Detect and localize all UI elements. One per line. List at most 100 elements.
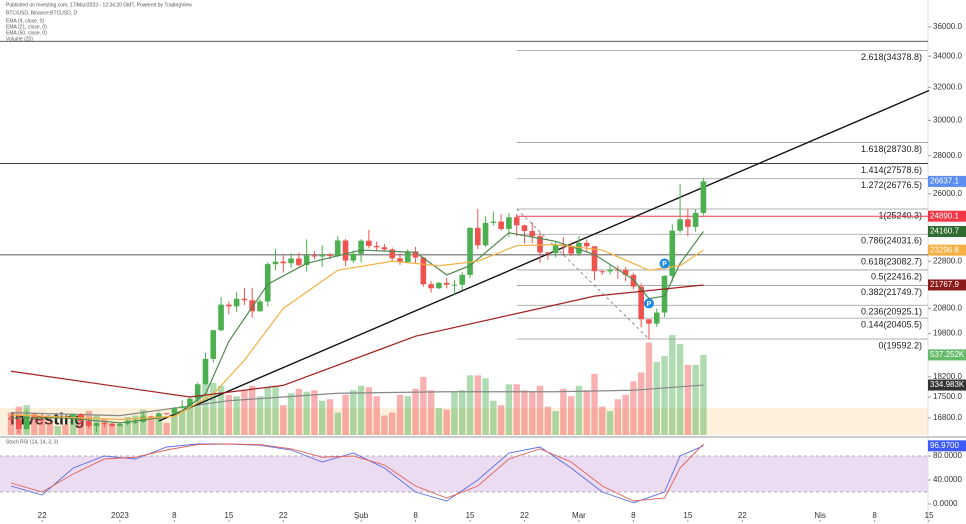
event-marker-label: P <box>647 301 652 308</box>
volume-bar <box>544 406 552 435</box>
volume-bar <box>692 364 699 435</box>
x-tick-label: 2023 <box>111 511 129 520</box>
y-tick-label: 28000.0 <box>933 151 962 160</box>
candle-body <box>23 414 30 430</box>
volume-bar <box>396 394 404 435</box>
volume-bar <box>77 414 85 435</box>
volume-bar <box>256 396 264 435</box>
volume-bar <box>373 396 380 435</box>
candle-body <box>288 258 294 264</box>
volume-bar <box>295 388 303 435</box>
volume-bar <box>684 364 692 435</box>
volume-bar <box>171 414 178 435</box>
volume-bar <box>700 354 707 435</box>
candle-body <box>366 240 372 246</box>
fib-label: 0.144(20405.5) <box>861 320 922 330</box>
fib-anchor-line <box>516 208 650 340</box>
y-tick-label: 20800.0 <box>933 303 962 312</box>
volume-bar <box>583 390 590 435</box>
price-badge <box>928 225 966 237</box>
candle-body <box>179 406 185 409</box>
y-tick-label: 18200.0 <box>933 372 962 381</box>
volume-bar <box>62 424 69 435</box>
candle-body <box>537 236 543 253</box>
candle-body <box>171 408 178 414</box>
candle-body <box>685 219 691 227</box>
volume-bar <box>381 415 388 435</box>
fib-label: 0.236(20925.1) <box>861 307 922 317</box>
candle-body <box>8 417 14 420</box>
candle-body <box>163 413 170 415</box>
legend-entry: EMA (50, close, 0) <box>6 30 47 36</box>
x-tick-label: 22 <box>38 511 47 520</box>
candle-body <box>156 413 162 418</box>
price-badge-label: 23296.8 <box>930 245 959 254</box>
candle-body <box>249 300 255 312</box>
volume-bar <box>70 418 77 435</box>
volume-bar <box>350 390 357 435</box>
fib-label: 1.414(27578.6) <box>861 165 922 175</box>
volume-bar <box>116 424 124 435</box>
candle-body <box>443 282 450 285</box>
candle-body <box>669 230 676 276</box>
volume-ma-line <box>10 384 704 417</box>
volume-bar <box>163 423 170 435</box>
candle-body <box>420 257 427 285</box>
volume-bar <box>287 393 295 435</box>
fib-label: 0.786(24031.6) <box>861 236 922 246</box>
volume-bar <box>342 394 349 435</box>
candle-body <box>350 253 357 261</box>
price-badge <box>928 440 966 452</box>
volume-bar <box>280 405 287 435</box>
event-marker <box>643 298 654 309</box>
price-badge-label: 96.9700 <box>930 441 959 450</box>
candle-body <box>93 423 100 426</box>
event-marker-label: P <box>662 261 667 268</box>
volume-bar <box>614 399 622 435</box>
candle-body <box>436 282 442 289</box>
candle-body <box>296 258 302 266</box>
x-tick-label: 22 <box>279 511 288 520</box>
candle-body <box>576 242 582 254</box>
volume-bar <box>606 411 614 435</box>
price-badge-label: 21767.9 <box>930 280 959 289</box>
fib-label: 0(19592.2) <box>878 340 922 350</box>
published-note: Published on Investing.com, 17/Mar/2023 … <box>6 2 192 8</box>
ema-line <box>10 244 704 421</box>
rsi-tick-label: 0.0000 <box>933 499 958 508</box>
candle-body <box>646 319 652 324</box>
volume-bar <box>676 344 684 435</box>
y-tick-label: 22800.0 <box>933 256 962 265</box>
candle-body <box>607 269 613 272</box>
candle-body <box>700 181 707 213</box>
candle-body <box>428 284 434 289</box>
candle-body <box>194 384 201 399</box>
rsi-band <box>0 456 928 492</box>
x-tick-label: 15 <box>466 511 475 520</box>
volume-bar <box>108 423 116 435</box>
x-tick-label: 22 <box>520 511 529 520</box>
fib-label: 0.5(22416.2) <box>871 271 922 281</box>
candle-body <box>86 420 92 426</box>
volume-bar <box>599 406 606 435</box>
candle-body <box>187 398 193 407</box>
volume-bar <box>326 399 334 435</box>
candle-body <box>101 423 108 425</box>
candle-body <box>482 222 489 246</box>
symbol: BTC/USD, Binance:BTCUSD, D <box>6 10 78 16</box>
shaded-zone <box>0 408 928 435</box>
price-badge-label: 24160.7 <box>930 227 959 236</box>
fib-label: 0.618(23082.7) <box>861 256 922 266</box>
candle-body <box>467 227 473 275</box>
candle-body <box>622 270 629 275</box>
candle-body <box>117 423 123 426</box>
volume-bar <box>536 385 544 435</box>
volume-bar <box>389 412 396 435</box>
x-tick-label: 22 <box>738 511 747 520</box>
candle-body <box>358 240 364 254</box>
volume-bar <box>365 387 373 435</box>
fib-label: 1.272(26776.5) <box>861 180 922 190</box>
candle-body <box>630 274 637 287</box>
volume-bar <box>248 385 256 435</box>
